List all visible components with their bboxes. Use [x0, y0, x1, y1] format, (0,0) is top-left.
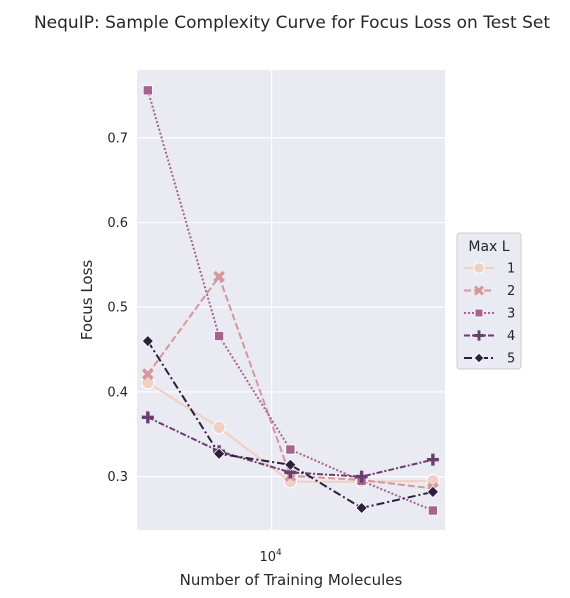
- marker-diamond: [141, 334, 154, 348]
- legend-item-3: 3: [464, 307, 515, 322]
- y-tick-label: 0.6: [107, 216, 128, 231]
- legend-label: 3: [507, 307, 515, 322]
- marker-plus: [426, 453, 439, 466]
- x-tick-label: 104: [259, 548, 282, 565]
- series-3: [142, 85, 438, 516]
- y-tick-label: 0.3: [107, 470, 128, 485]
- legend: Max L 1 2 3 4 5: [456, 232, 522, 370]
- marker-x: [213, 270, 225, 283]
- marker-diamond: [426, 485, 440, 499]
- marker-plus: [473, 330, 485, 341]
- tick-labels: 0.3 0.4 0.5 0.6 0.7 104: [107, 131, 282, 565]
- marker-x: [141, 368, 154, 380]
- marker-diamond: [284, 458, 297, 471]
- marker-plus: [355, 470, 368, 483]
- legend-label: 5: [507, 352, 515, 367]
- legend-label: 2: [507, 284, 515, 299]
- legend-item-5: 5: [464, 352, 515, 367]
- marker-x: [474, 285, 484, 296]
- legend-label: 4: [507, 329, 515, 344]
- marker-square: [214, 331, 225, 342]
- legend-title: Max L: [468, 239, 509, 255]
- y-tick-label: 0.5: [107, 301, 128, 316]
- y-axis-label: Focus Loss: [78, 260, 96, 341]
- y-tick-label: 0.4: [107, 385, 128, 400]
- marker-diamond: [212, 447, 226, 460]
- marker-diamond: [355, 501, 368, 515]
- y-tick-label: 0.7: [107, 131, 128, 146]
- legend-label: 1: [507, 262, 515, 277]
- legend-item-4: 4: [464, 329, 515, 344]
- series-layer: [141, 85, 440, 516]
- marker-plus: [141, 411, 154, 424]
- legend-item-2: 2: [464, 284, 515, 299]
- marker-diamond: [473, 352, 485, 364]
- legend-item-1: 1: [464, 262, 515, 277]
- grid: [137, 70, 445, 530]
- marker-square: [474, 308, 484, 318]
- series-5: [141, 334, 440, 515]
- marker-square: [285, 444, 296, 455]
- marker-circle: [473, 262, 485, 274]
- marker-square: [142, 85, 153, 96]
- marker-circle: [212, 420, 226, 435]
- chart-title: NequIP: Sample Complexity Curve for Focu…: [34, 13, 550, 33]
- x-axis-label: Number of Training Molecules: [180, 571, 403, 589]
- marker-square: [427, 505, 438, 516]
